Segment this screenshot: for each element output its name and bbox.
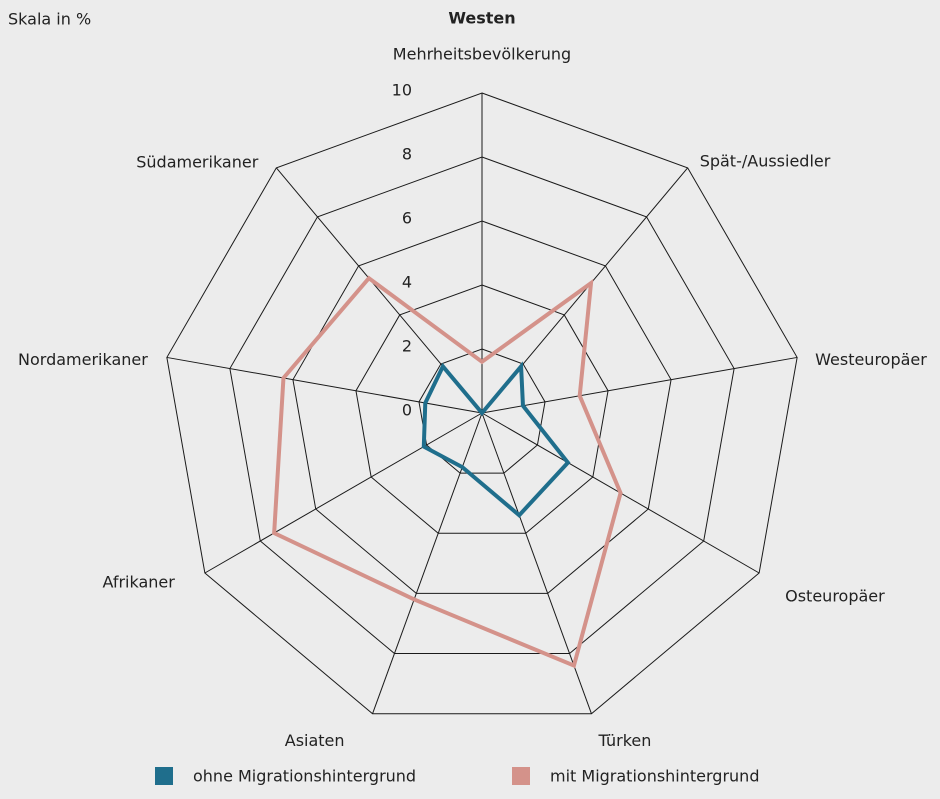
legend-swatch <box>512 767 530 785</box>
grid-ring <box>418 348 546 474</box>
axis-spoke <box>166 356 483 414</box>
category-label: Südamerikaner <box>136 152 258 171</box>
series-line <box>421 361 571 519</box>
category-label: Afrikaner <box>102 573 175 592</box>
scale-label: Skala in % <box>8 10 91 29</box>
category-label: Spät-/Aussiedler <box>700 151 831 170</box>
grid-ring <box>229 156 735 655</box>
tick-label: 0 <box>402 401 412 420</box>
legend-label: ohne Migrationshintergrund <box>193 767 416 786</box>
tick-label: 6 <box>402 209 412 228</box>
legend-swatch <box>155 767 173 785</box>
tick-label: 4 <box>402 273 412 292</box>
axis-spoke <box>204 412 483 574</box>
category-label: Nordamerikaner <box>18 350 148 369</box>
grid-ring <box>355 284 609 534</box>
grid-ring <box>292 220 672 594</box>
chart-title: Westen <box>448 9 515 28</box>
tick-label: 10 <box>392 81 412 100</box>
category-label: Westeuropäer <box>815 350 927 369</box>
axis-spoke <box>372 412 483 714</box>
category-label: Asiaten <box>285 731 345 750</box>
category-label: Türken <box>597 731 651 750</box>
legend-label: mit Migrationshintergrund <box>550 767 759 786</box>
axis-spoke <box>481 412 592 714</box>
tick-label: 8 <box>402 145 412 164</box>
category-label: Mehrheitsbevölkerung <box>393 45 571 64</box>
series-line <box>272 275 623 669</box>
grid-ring <box>166 92 798 715</box>
axis-spoke <box>481 356 798 414</box>
tick-label: 2 <box>402 337 412 356</box>
category-label: Osteuropäer <box>785 587 885 606</box>
